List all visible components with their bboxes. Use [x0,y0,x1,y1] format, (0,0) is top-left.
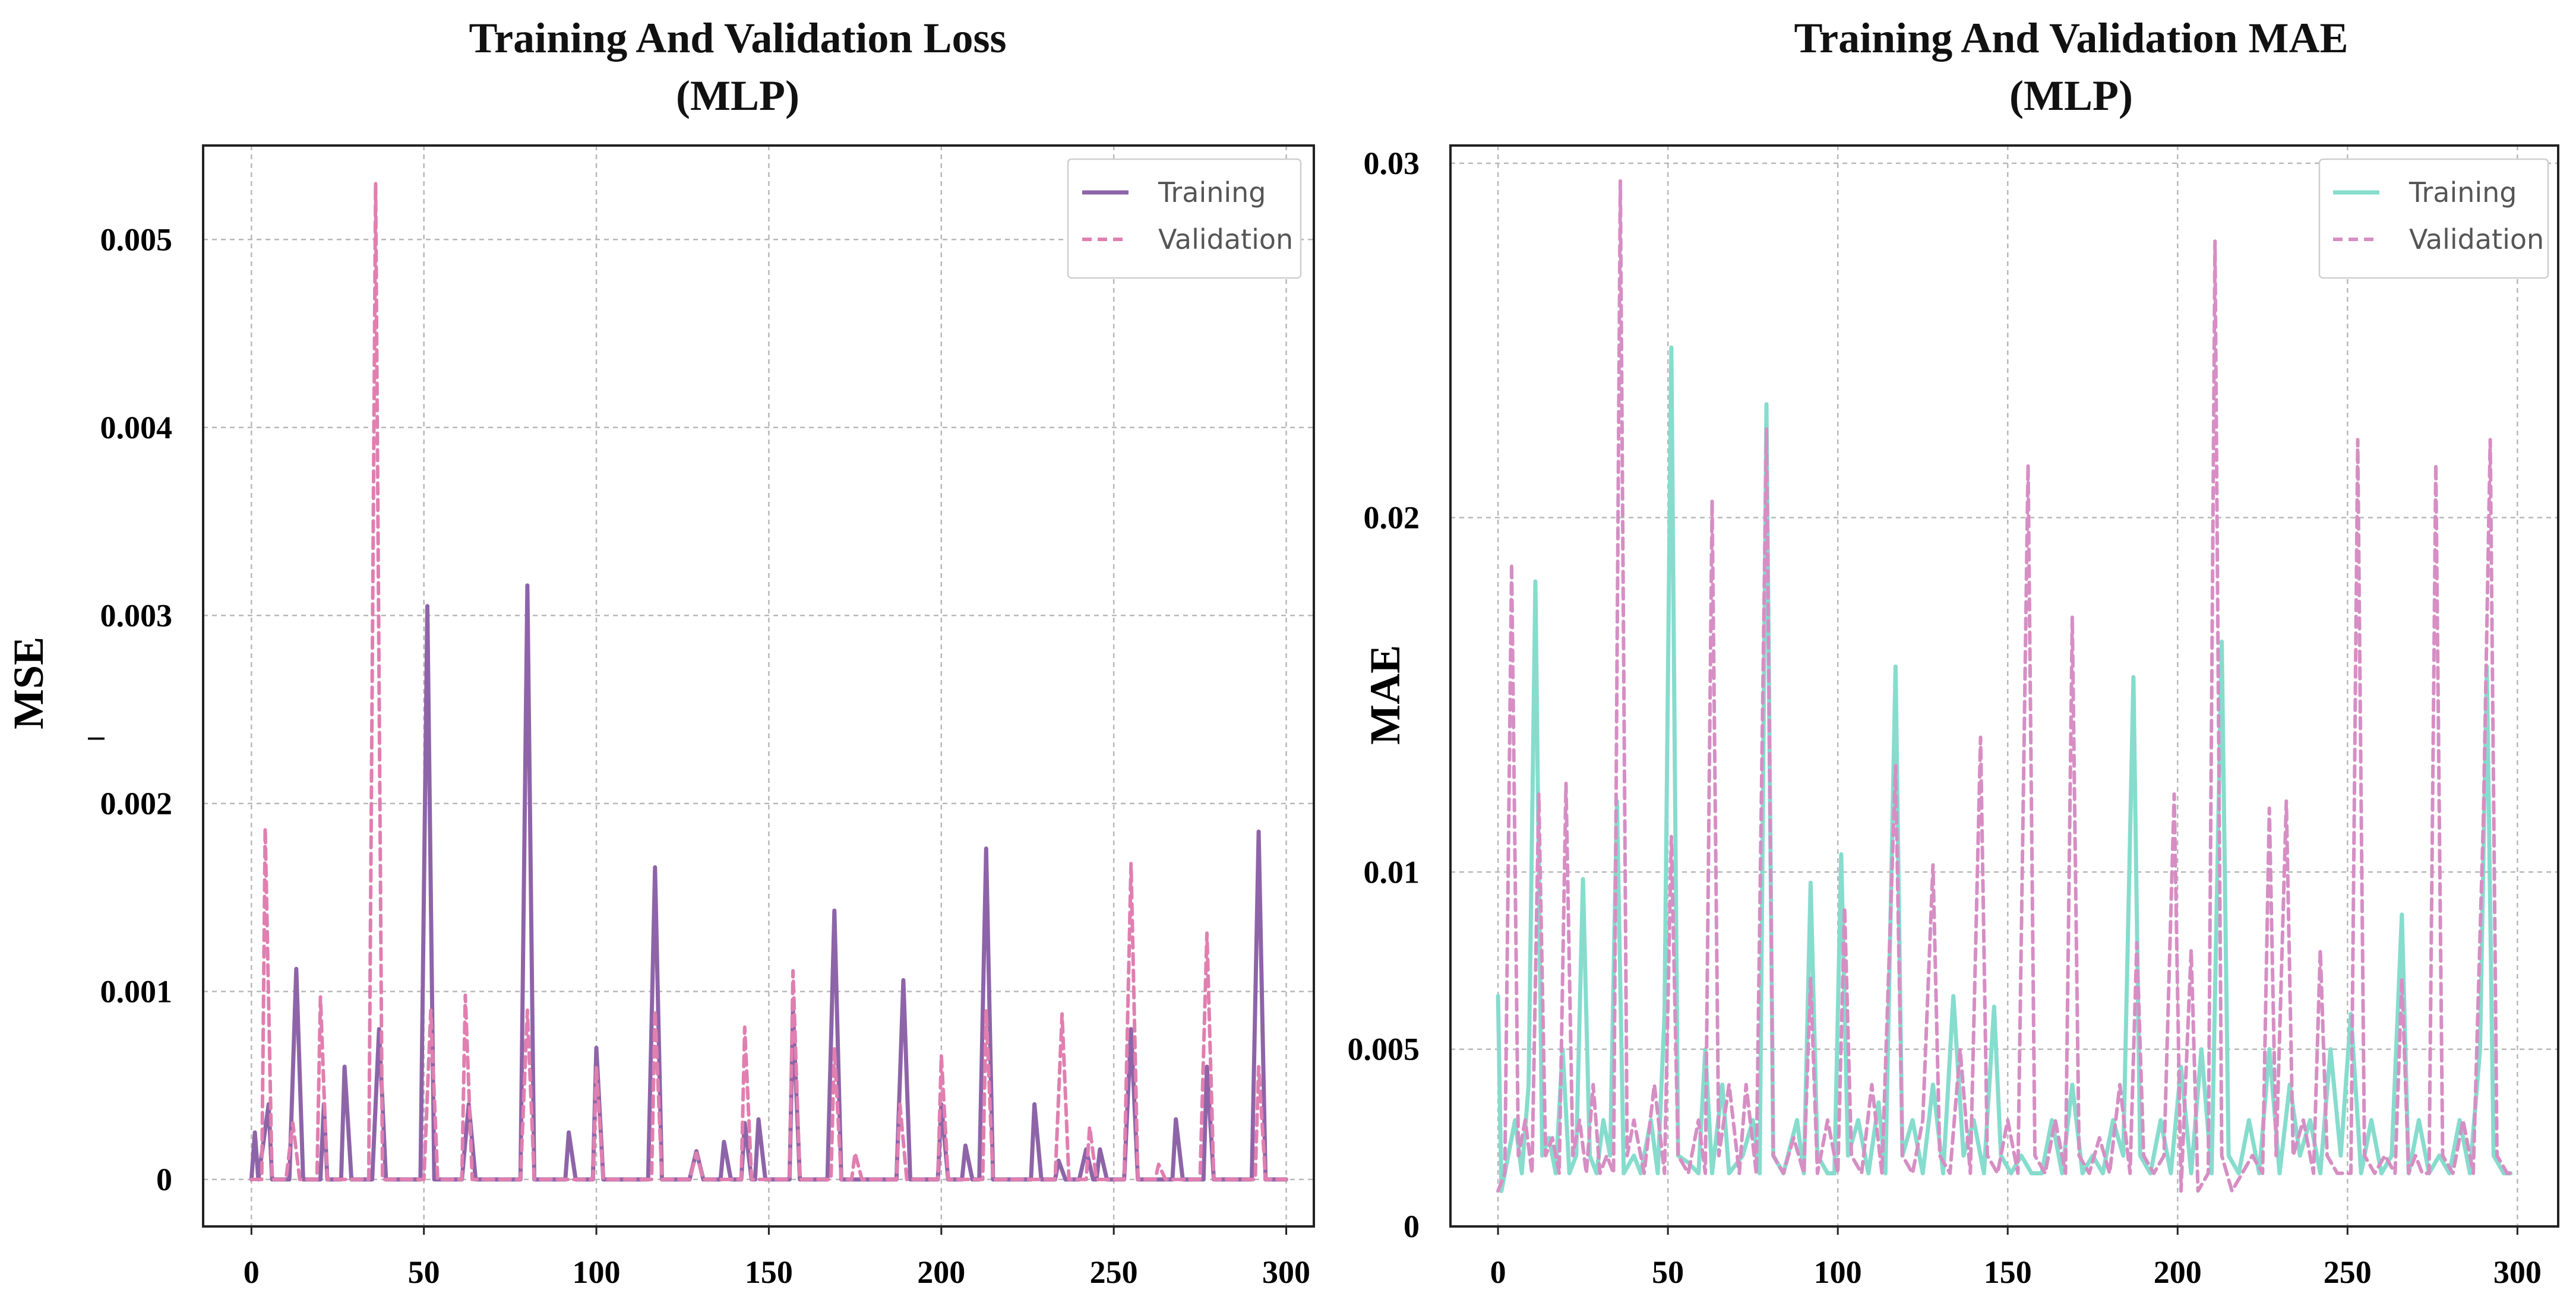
mae-xtick-label: 0 [1490,1254,1506,1290]
mae-chart-ylabel: MAE [1361,645,1409,745]
loss-chart-ylabel-dash: _ [88,707,105,742]
mae-ytick-label: 0 [1404,1209,1420,1244]
loss-ytick-label: 0.003 [100,597,173,633]
mae-xtick-label: 100 [1814,1254,1862,1290]
loss-plot-frame [202,144,1315,1228]
mae-series-validation-line [1496,179,2516,1193]
mae-series-training-line [1496,345,2513,1193]
mae-legend-validation-label: Validation [2409,223,2544,255]
loss-ytick-label: 0.005 [100,222,173,257]
loss-xtick-label: 0 [244,1254,260,1290]
mae-chart-title-line1: Training And Validation MAE [1794,14,2349,62]
mae-xtick-label: 300 [2493,1254,2542,1290]
loss-chart-ylabel: MSE [5,637,52,729]
mae-legend-training-label: Training [2409,176,2517,208]
mae-plot-area [1450,146,2558,1226]
loss-xtick-label: 200 [917,1254,965,1290]
loss-series-validation-line [249,181,1288,1181]
mae-legend-box [2318,158,2549,279]
mae-xtick-label: 200 [2154,1254,2202,1290]
loss-legend-training-label: Training [1158,176,1266,208]
mae-ytick-label: 0.005 [1348,1032,1420,1067]
loss-chart-title-line2: (MLP) [676,72,799,119]
loss-legend-box [1067,158,1302,279]
loss-ytick-label: 0.002 [100,786,173,821]
loss-ytick-label: 0.004 [100,410,173,445]
mae-chart: Training And Validation MAE (MLP) MAE 0 0… [1348,14,2559,1290]
loss-xtick-label: 300 [1262,1254,1310,1290]
loss-xtick-label: 250 [1090,1254,1138,1290]
mae-plot-frame [1449,144,2559,1228]
mae-legend: Training Validation [2318,158,2549,279]
mae-xtick-label: 250 [2324,1254,2372,1290]
mae-ytick-label: 0.01 [1364,854,1420,890]
mae-ytick-label: 0.03 [1364,146,1420,181]
loss-chart-title-line1: Training And Validation Loss [469,14,1006,62]
loss-ytick-label: 0.001 [100,973,173,1009]
loss-chart: Training And Validation Loss (MLP) MSE _… [5,14,1315,1290]
mae-ytick-label: 0.02 [1364,500,1420,536]
loss-xtick-label: 50 [408,1254,440,1290]
loss-xtick-label: 150 [745,1254,793,1290]
loss-legend: Training Validation [1067,158,1302,279]
loss-ytick-label: 0 [156,1162,172,1197]
loss-legend-validation-label: Validation [1158,223,1293,255]
mae-chart-title-line2: (MLP) [2009,72,2133,119]
loss-xtick-label: 100 [573,1254,621,1290]
mae-xtick-label: 150 [1984,1254,2032,1290]
mae-xtick-label: 50 [1652,1254,1684,1290]
